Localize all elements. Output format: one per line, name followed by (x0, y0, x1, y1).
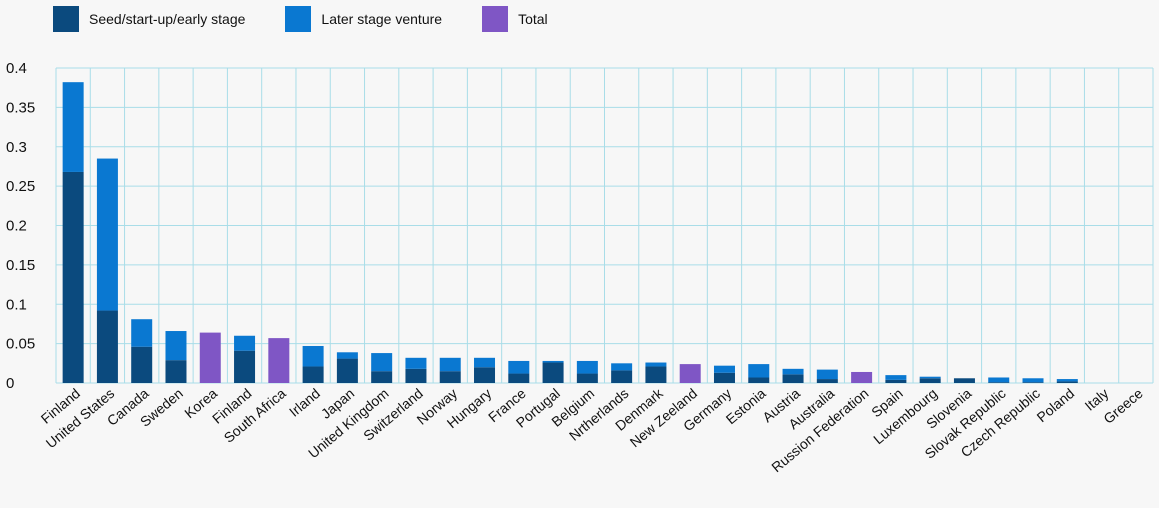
bar-segment (816, 379, 838, 383)
legend-item-seed: Seed/start-up/early stage (53, 6, 245, 32)
x-tick-label: Irland (286, 385, 323, 420)
bar-segment (131, 319, 153, 347)
legend-item-total: Total (482, 6, 548, 32)
bar-segment (474, 357, 496, 368)
bar-segment (679, 364, 701, 383)
bar-segment (165, 331, 187, 361)
bar-segment (508, 373, 530, 383)
bar-segment (96, 158, 118, 311)
legend-label-total: Total (518, 11, 548, 27)
bar-segment (542, 360, 564, 363)
bar-segment (782, 368, 804, 375)
bar-segment (474, 367, 496, 383)
bar-segment (234, 335, 256, 351)
y-tick-label: 0.15 (6, 257, 35, 274)
bar-segment (576, 373, 598, 383)
x-tick-label: Poland (1034, 385, 1078, 425)
y-tick-label: 0.1 (6, 296, 27, 313)
bar-segment (748, 364, 770, 378)
bar-segment (508, 360, 530, 374)
bar-segment (988, 382, 1010, 383)
bar-segment (748, 377, 770, 383)
bar-segment (645, 362, 667, 367)
y-tick-label: 0.4 (6, 60, 27, 77)
bar-segment (953, 378, 975, 383)
bar-segment (713, 365, 735, 373)
bar-segment (62, 82, 84, 172)
bar-segment (885, 379, 907, 383)
bar-segment (816, 369, 838, 380)
bar-segment (713, 372, 735, 383)
legend-swatch-total (482, 6, 509, 32)
bar-segment (851, 371, 873, 383)
bar-segment (131, 346, 153, 383)
y-tick-label: 0.35 (6, 99, 35, 116)
bar-segment (405, 368, 427, 383)
bar-segment (62, 171, 84, 383)
bar-segment (919, 378, 941, 383)
bar-segment (782, 374, 804, 383)
bar-segment (576, 360, 598, 374)
legend-swatch-seed (53, 6, 79, 32)
bar-segment (1056, 381, 1078, 383)
bar-segment (199, 332, 221, 383)
bar-segment (96, 310, 118, 383)
y-tick-label: 0.05 (6, 336, 35, 353)
x-tick-label: Greece (1100, 385, 1146, 427)
legend-label-later: Later stage venture (321, 11, 443, 27)
y-tick-label: 0.2 (6, 218, 27, 235)
bar-segment (405, 357, 427, 369)
bar-segment (1022, 382, 1044, 383)
y-tick-label: 0.25 (6, 178, 35, 195)
bar-segment (885, 375, 907, 380)
bar-segment (234, 350, 256, 383)
bar-segment (1056, 379, 1078, 382)
bar-segment (1022, 378, 1044, 383)
bar-segment (611, 363, 633, 371)
bar-segment (371, 353, 393, 372)
legend: Seed/start-up/early stage Later stage ve… (53, 6, 588, 32)
bar-segment (439, 357, 461, 372)
bar-segment (336, 358, 358, 383)
bar-segment (302, 345, 324, 367)
bar-segment (336, 352, 358, 359)
bar-segment (919, 376, 941, 379)
bar-segment (165, 360, 187, 383)
bar-segment (268, 338, 290, 383)
bar-segment (611, 370, 633, 383)
bar-segment (302, 366, 324, 383)
bar-segment (542, 362, 564, 383)
bar-segment (645, 366, 667, 383)
legend-item-later: Later stage venture (285, 6, 442, 32)
bar-segment (371, 371, 393, 383)
bar-segment (988, 377, 1010, 383)
y-tick-label: 0 (6, 375, 14, 392)
bar-segment (439, 371, 461, 383)
x-tick-label: Estonia (723, 385, 769, 427)
y-tick-label: 0.3 (6, 139, 27, 156)
legend-label-seed: Seed/start-up/early stage (89, 11, 246, 27)
legend-swatch-later (285, 6, 312, 32)
